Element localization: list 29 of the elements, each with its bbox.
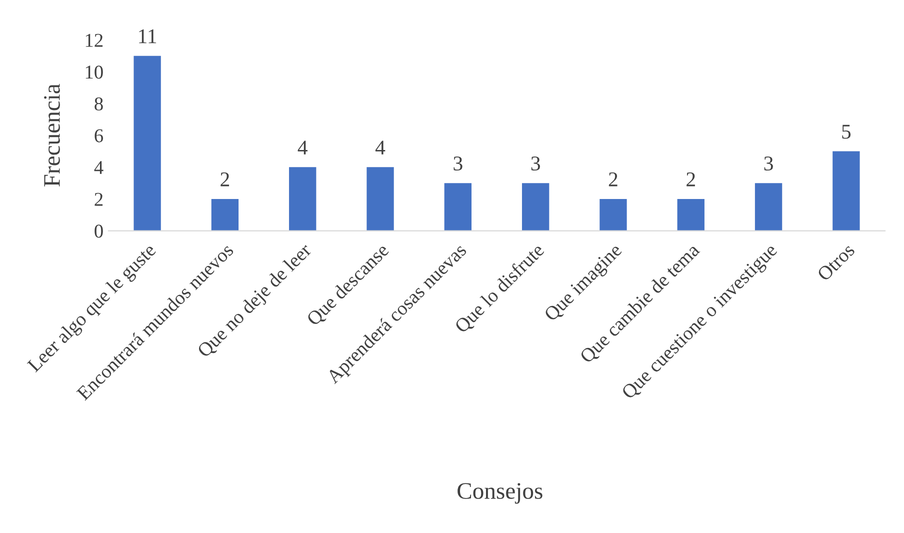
x-axis-title: Consejos bbox=[458, 483, 542, 504]
data-label: 4 bbox=[298, 140, 308, 154]
bar bbox=[754, 183, 782, 231]
data-label: 2 bbox=[220, 172, 230, 186]
y-tick-label: 2 bbox=[94, 192, 103, 206]
data-label: 3 bbox=[454, 156, 462, 171]
bar bbox=[677, 198, 704, 231]
data-label: 3 bbox=[764, 156, 773, 171]
y-tick-label: 6 bbox=[94, 129, 104, 142]
bar bbox=[211, 198, 239, 231]
y-tick-label: 0 bbox=[94, 224, 103, 238]
bar bbox=[289, 167, 316, 231]
bar bbox=[366, 167, 394, 231]
data-label: 3 bbox=[531, 156, 540, 171]
bar bbox=[832, 151, 860, 231]
y-tick-label: 12 bbox=[86, 34, 103, 47]
bar bbox=[522, 183, 550, 231]
y-tick-label: 8 bbox=[94, 97, 103, 111]
data-label: 4 bbox=[375, 140, 386, 154]
data-label: 5 bbox=[842, 124, 851, 139]
data-label: 11 bbox=[139, 29, 156, 44]
y-tick-label: 10 bbox=[86, 66, 103, 79]
bar bbox=[134, 56, 161, 231]
y-tick-label: 4 bbox=[94, 161, 104, 174]
bar bbox=[444, 183, 472, 231]
data-label: 2 bbox=[608, 172, 618, 186]
y-axis-title: Frecuencia bbox=[44, 84, 60, 186]
data-label: 2 bbox=[686, 172, 695, 186]
bar bbox=[600, 198, 627, 231]
